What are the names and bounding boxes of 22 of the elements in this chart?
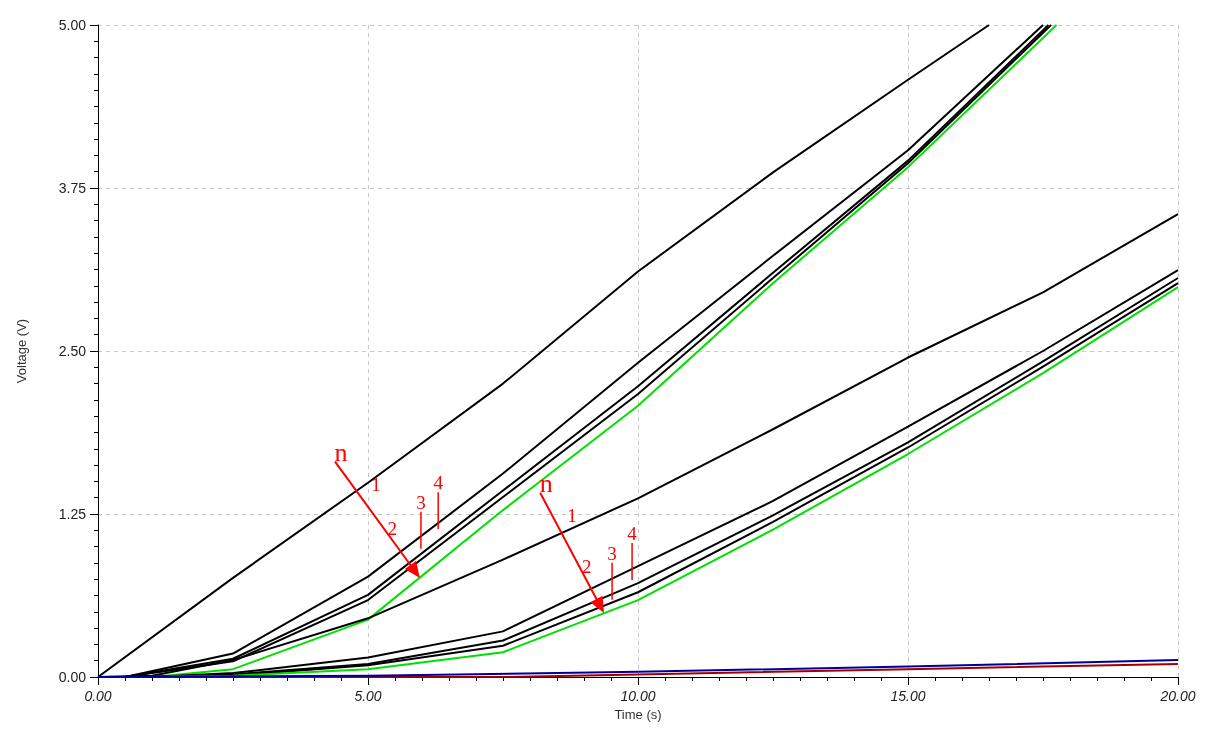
annotation: 3 bbox=[416, 491, 426, 513]
y-tick-label: 3.75 bbox=[58, 180, 87, 196]
annotation: 4 bbox=[627, 523, 638, 545]
x-tick-label: 20.00 bbox=[1159, 688, 1196, 704]
annotation: n bbox=[539, 468, 553, 498]
annotation: 1 bbox=[567, 504, 577, 526]
annotation: 2 bbox=[581, 555, 592, 577]
y-axis-title: Voltage (V) bbox=[14, 318, 29, 384]
annotation: 4 bbox=[433, 472, 444, 494]
x-axis-title: Time (s) bbox=[614, 706, 662, 722]
x-tick-label: 10.00 bbox=[620, 688, 656, 704]
annotation: n bbox=[334, 437, 348, 467]
annotation: 1 bbox=[371, 473, 381, 495]
x-tick-label: 5.00 bbox=[354, 688, 382, 704]
x-tick-label: 0.00 bbox=[84, 688, 112, 704]
annotation: 2 bbox=[387, 517, 398, 539]
annotation: 3 bbox=[607, 542, 617, 564]
y-tick-label: 1.25 bbox=[58, 506, 87, 522]
y-tick-label: 2.50 bbox=[58, 343, 87, 359]
x-tick-label: 15.00 bbox=[890, 688, 926, 704]
y-tick-label: 5.00 bbox=[58, 17, 87, 33]
y-tick-label: 0.00 bbox=[58, 669, 87, 685]
